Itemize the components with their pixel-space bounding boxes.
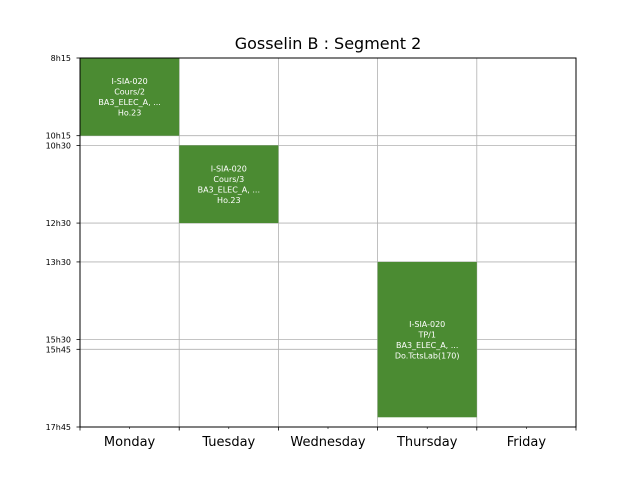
event-rect[interactable] xyxy=(377,261,477,418)
y-tick-label: 13h30 xyxy=(46,258,71,267)
day-label: Friday xyxy=(507,435,547,450)
y-tick-label: 15h45 xyxy=(46,345,71,354)
y-tick-label: 8h15 xyxy=(51,54,71,63)
event-text-line: Ho.23 xyxy=(118,109,142,118)
day-label: Wednesday xyxy=(290,435,366,450)
event-text-line: TP/1 xyxy=(417,330,436,339)
event-text-line: BA3_ELEC_A, ... xyxy=(396,341,458,350)
day-label: Tuesday xyxy=(201,435,255,450)
event-rect[interactable] xyxy=(80,58,180,136)
day-label: Monday xyxy=(104,435,156,450)
event-text-line: BA3_ELEC_A, ... xyxy=(98,98,160,107)
day-label: Thursday xyxy=(396,435,458,450)
y-tick-label: 15h30 xyxy=(46,336,71,345)
y-tick-label: 10h30 xyxy=(46,141,71,150)
event-text-line: I-SIA-020 xyxy=(211,164,247,173)
event-text-line: Ho.23 xyxy=(217,196,241,205)
x-axis-ticks: Monday Tuesday Wednesday Thursday Friday xyxy=(79,427,577,450)
event-text-line: I-SIA-020 xyxy=(409,320,445,329)
event-text-line: Cours/3 xyxy=(213,175,244,184)
y-tick-label: 17h45 xyxy=(46,423,71,432)
chart-title: Gosselin B : Segment 2 xyxy=(235,34,422,53)
event-text-line: BA3_ELEC_A, ... xyxy=(198,185,260,194)
event-rect[interactable] xyxy=(179,145,279,224)
event-text-line: I-SIA-020 xyxy=(112,77,148,86)
event-text-line: Do.TctsLab(170) xyxy=(395,351,460,360)
y-tick-label: 10h15 xyxy=(46,132,71,141)
y-tick-label: 12h30 xyxy=(46,219,71,228)
event-text-line: Cours/2 xyxy=(114,88,145,97)
